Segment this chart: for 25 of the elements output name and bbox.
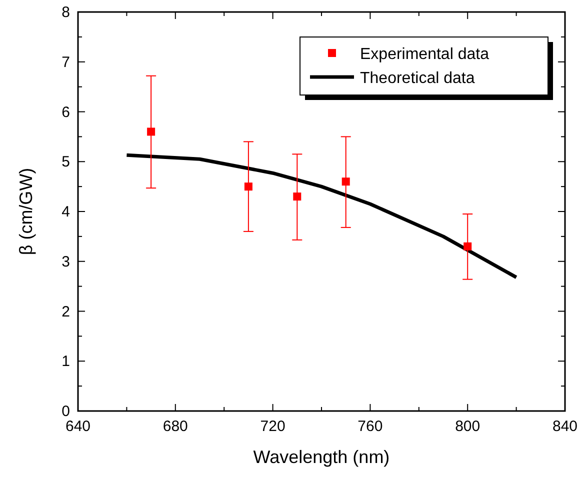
x-tick-label: 720: [260, 418, 286, 435]
point: [342, 178, 350, 186]
x-tick-label: 640: [65, 418, 91, 435]
y-tick-label: 6: [62, 104, 70, 121]
point: [464, 242, 472, 250]
y-tick-label: 0: [62, 403, 70, 420]
y-tick-label: 7: [62, 54, 70, 71]
y-tick-label: 8: [62, 4, 70, 21]
point: [293, 192, 302, 201]
y-tick-label: 1: [62, 353, 70, 370]
x-tick-label: 680: [162, 418, 188, 435]
legend-label: Theoretical data: [360, 70, 475, 87]
y-axis-title: β (cm/GW): [16, 168, 36, 256]
legend-label: Experimental data: [360, 46, 490, 63]
x-tick-label: 800: [455, 418, 480, 435]
x-tick-label: 840: [552, 418, 578, 435]
x-tick-label: 760: [358, 418, 383, 435]
y-tick-label: 2: [62, 303, 70, 320]
line-series: [124, 153, 518, 280]
y-tick-label: 5: [62, 154, 70, 171]
point: [244, 182, 252, 191]
x-axis-title: Wavelength (nm): [253, 447, 390, 467]
y-tick-label: 4: [62, 204, 70, 220]
y-tick-label: 3: [62, 253, 70, 270]
point: [147, 128, 156, 136]
